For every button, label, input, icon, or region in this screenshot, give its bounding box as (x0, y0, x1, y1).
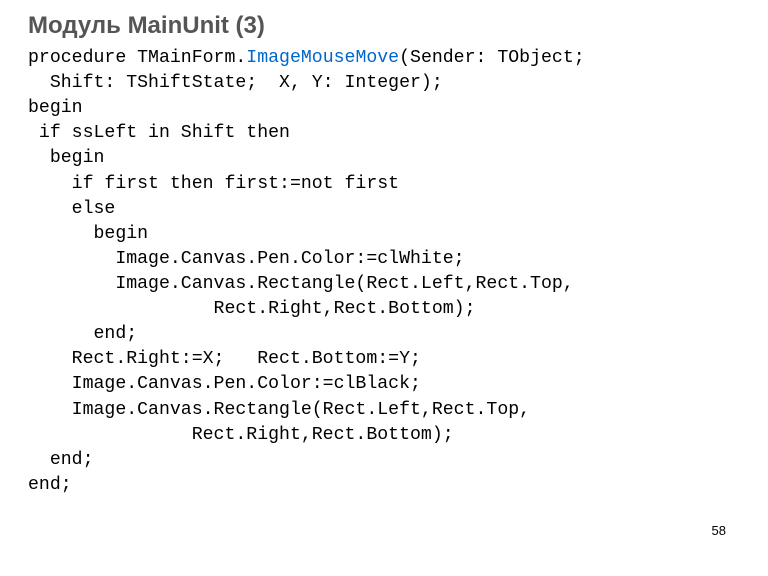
code-line-6: if first then first:=not first (28, 174, 399, 194)
code-line-11: Rect.Right,Rect.Bottom); (28, 299, 476, 319)
code-line-3: begin (28, 98, 83, 118)
code-line-9: Image.Canvas.Pen.Color:=clWhite; (28, 249, 465, 269)
code-line-5: begin (28, 148, 104, 168)
code-line-8: begin (28, 224, 148, 244)
code-line-14: Image.Canvas.Pen.Color:=clBlack; (28, 374, 421, 394)
code-line-4: if ssLeft in Shift then (28, 123, 290, 143)
page-number: 58 (712, 523, 726, 538)
code-line-12: end; (28, 324, 137, 344)
code-line-2: Shift: TShiftState; X, Y: Integer); (28, 73, 443, 93)
code-line-1c: (Sender: TObject; (399, 48, 585, 68)
code-line-13: Rect.Right:=X; Rect.Bottom:=Y; (28, 349, 421, 369)
code-line-18: end; (28, 475, 72, 495)
code-line-7: else (28, 199, 115, 219)
code-line-1a: procedure TMainForm. (28, 48, 246, 68)
code-highlight-method: ImageMouseMove (246, 48, 399, 68)
slide-title: Модуль MainUnit (3) (28, 12, 740, 40)
slide: Модуль MainUnit (3) procedure TMainForm.… (0, 0, 768, 576)
code-block: procedure TMainForm.ImageMouseMove(Sende… (28, 46, 740, 498)
code-line-15: Image.Canvas.Rectangle(Rect.Left,Rect.To… (28, 400, 530, 420)
code-line-17: end; (28, 450, 94, 470)
code-line-10: Image.Canvas.Rectangle(Rect.Left,Rect.To… (28, 274, 574, 294)
code-line-16: Rect.Right,Rect.Bottom); (28, 425, 454, 445)
